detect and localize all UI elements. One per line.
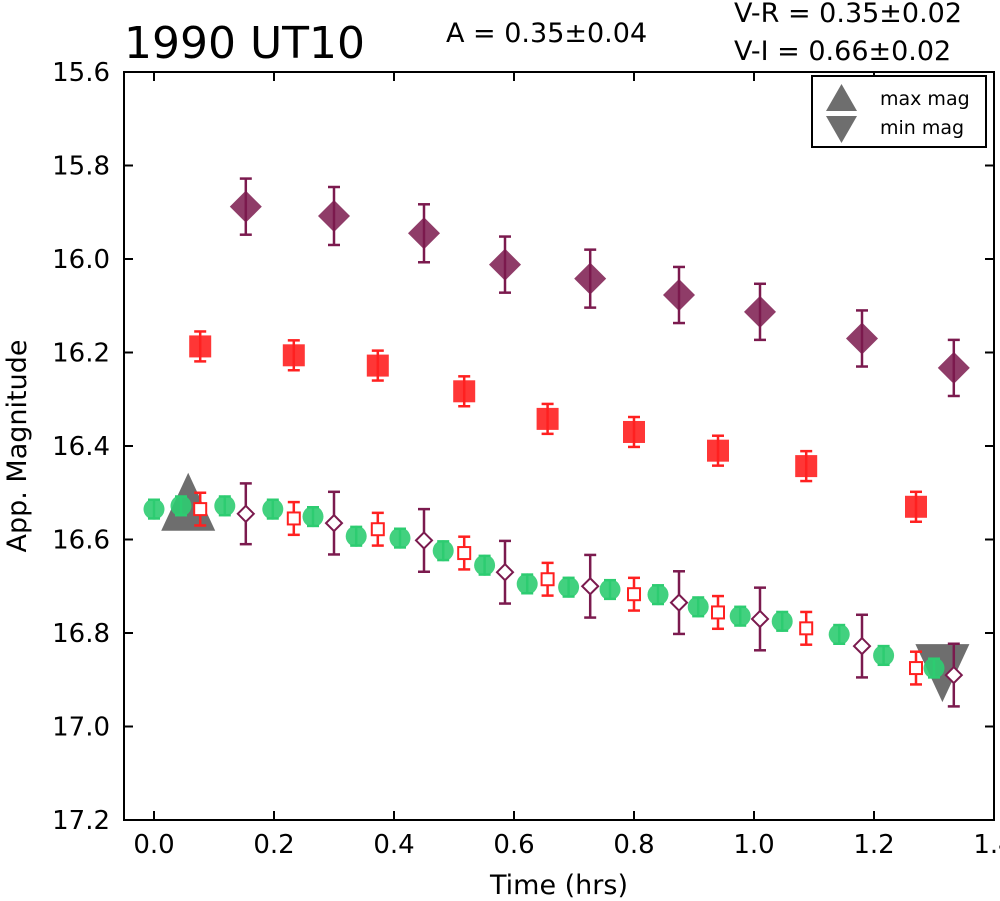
data-point-circle-filled [729,605,751,627]
data-point-square-filled [707,439,729,462]
y-tick-label: 16.0 [52,245,110,275]
data-point-diamond-filled [489,248,521,281]
y-tick-label: 16.2 [52,339,110,369]
data-point-circle-filled [516,573,538,595]
data-point-square-open [193,502,208,517]
data-point-circle-filled [687,596,709,618]
data-point-diamond-open [324,513,344,533]
data-point-diamond-filled [229,190,262,223]
axis-ticks: 0.0 0.2 0.4 0.6 0.8 1.0 1.2 1.4 15.6 15.8 16.0 16.2… [52,58,1000,860]
legend-min-label: min mag [880,117,964,139]
x-tick-label: 0.2 [253,830,294,860]
color-index-vi: V-I = 0.66±0.02 [734,36,951,67]
data-point-square-open [799,621,814,636]
x-axis-label: Time (hrs) [489,870,628,901]
legend-max-label: max mag [880,88,970,110]
plot-frame [123,71,995,821]
data-point-diamond-open [669,593,689,613]
data-point-diamond-open [750,609,770,629]
data-point-diamond-filled [318,199,350,232]
plot-marks [143,177,970,708]
data-point-diamond-filled [846,322,878,355]
data-point-circle-filled [214,495,236,517]
data-point-square-open [457,546,472,561]
data-point-square-filled [623,420,645,443]
legend: max mag min mag [811,75,987,148]
x-tick-label: 1.0 [733,830,774,860]
data-point-square-filled [453,380,476,403]
amplitude-label: A = 0.35±0.04 [446,18,647,49]
y-tick-label: 16.6 [52,526,110,556]
data-point-circle-filled [474,554,496,576]
data-point-square-filled [795,455,818,478]
data-point-square-open [909,661,923,676]
data-point-circle-filled [923,657,945,679]
data-point-circle-filled [432,540,454,562]
data-point-circle-filled [647,584,669,606]
data-point-square-filled [189,335,212,358]
chart-title: 1990 UT10 [124,18,365,69]
max-mag-triangle-icon [826,84,857,111]
data-point-circle-filled [345,525,367,547]
data-point-circle-filled [599,579,621,601]
data-point-diamond-open [236,504,256,524]
data-point-diamond-filled [408,217,440,250]
color-index-vr: V-R = 0.35±0.02 [734,0,962,29]
min-mag-triangle-icon [826,116,857,143]
data-point-square-filled [905,495,927,518]
y-tick-label: 16.8 [52,619,110,649]
data-point-diamond-open [852,636,872,656]
data-point-circle-filled [389,527,411,549]
data-point-diamond-open [414,531,434,550]
y-axis-label: App. Magnitude [2,340,33,553]
x-tick-label: 0.6 [493,830,534,860]
data-point-diamond-open [580,576,600,596]
y-tick-label: 15.8 [52,152,110,182]
x-tick-label: 0.8 [613,830,654,860]
data-point-square-filled [282,344,305,367]
data-point-square-open [711,605,725,620]
data-point-diamond-open [495,562,515,582]
data-point-diamond-filled [744,295,776,328]
data-point-circle-filled [828,623,850,645]
x-tick-label: 0.4 [373,830,414,860]
data-point-square-open [286,511,301,526]
x-tick-label: 1.2 [853,830,894,860]
data-point-square-open [540,572,555,587]
y-tick-label: 17.0 [52,713,110,743]
data-point-circle-filled [302,506,324,528]
x-tick-label: 0.0 [133,830,174,860]
data-point-circle-filled [143,498,165,520]
data-point-circle-filled [558,576,580,598]
data-point-diamond-open [944,665,964,685]
x-tick-label: 1.4 [973,830,1000,860]
data-point-diamond-filled [937,351,970,384]
data-point-square-open [627,587,641,602]
data-point-square-filled [366,354,389,377]
data-point-circle-filled [262,498,284,520]
data-point-circle-filled [170,495,192,517]
y-tick-label: 16.4 [52,432,110,462]
data-point-circle-filled [873,644,895,666]
y-tick-label: 15.6 [52,58,110,88]
data-point-square-filled [536,407,559,430]
data-point-circle-filled [771,610,793,632]
data-point-diamond-filled [574,262,607,295]
y-tick-label: 17.2 [52,806,110,836]
data-point-square-open [370,522,385,537]
data-point-diamond-filled [663,278,695,311]
